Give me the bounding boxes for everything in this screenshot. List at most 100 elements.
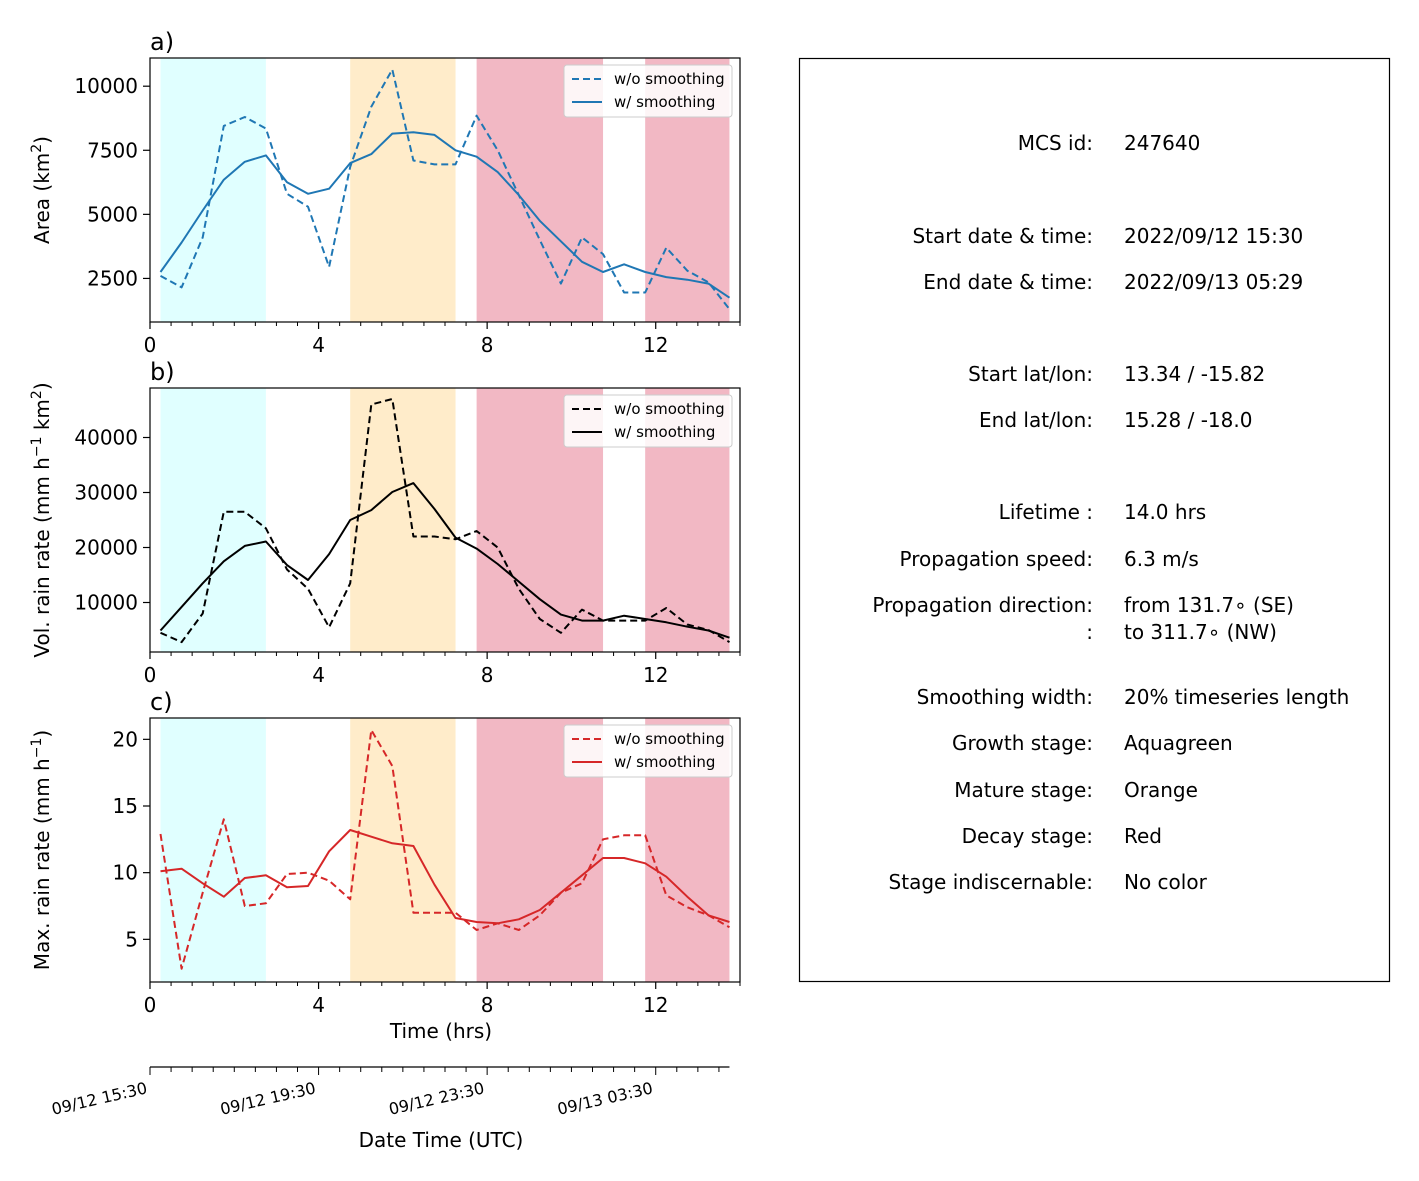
panel-label: c): [150, 688, 173, 716]
stage-shade-mature: [350, 718, 456, 982]
info-value: 2022/09/12 15:30: [1124, 224, 1303, 248]
info-value: to 311.7∘ (NW): [1124, 620, 1277, 644]
legend-box: [563, 724, 733, 778]
y-axis-label-superscript: −1: [29, 738, 45, 759]
legend-label: w/o smoothing: [614, 70, 725, 88]
y-axis-label-part: Area (km: [30, 153, 54, 244]
info-key: Mature stage:: [954, 778, 1093, 802]
y-axis-label-part: Max. rain rate (mm h: [30, 758, 54, 970]
x-tick-label: 0: [144, 663, 157, 687]
y-axis-label-part: ): [30, 730, 54, 738]
y-tick-label: 5000: [87, 202, 138, 226]
x-tick-label: 8: [481, 333, 494, 357]
y-tick-label: 10000: [74, 74, 138, 98]
info-key: Start date & time:: [912, 224, 1093, 248]
y-axis-label: Area (km2): [29, 136, 54, 244]
y-tick-label: 15: [113, 794, 138, 818]
legend: w/o smoothing w/ smoothing: [563, 724, 733, 778]
legend-label: w/ smoothing: [614, 753, 715, 771]
x-tick-label: 0: [144, 993, 157, 1017]
y-tick-label: 5: [125, 927, 138, 951]
info-value: 247640: [1124, 131, 1200, 155]
y-axis-label-part: km: [30, 399, 54, 436]
y-tick-label: 10000: [74, 591, 138, 615]
series-line-smoothed: [160, 829, 730, 925]
series-line-raw: [159, 729, 730, 970]
x-axis-label: Time (hrs): [389, 1019, 492, 1043]
info-box: [798, 57, 1391, 983]
info-value: Red: [1124, 824, 1162, 848]
y-axis-label: Vol. rain rate (mm h−1 km2): [29, 382, 54, 657]
y-tick-label: 7500: [87, 138, 138, 162]
stage-shade-growth: [160, 718, 266, 982]
info-key: Lifetime :: [999, 500, 1093, 524]
info-value: Orange: [1124, 778, 1198, 802]
x-tick-label: 8: [481, 663, 494, 687]
x-tick-label: 8: [481, 993, 494, 1017]
info-value: 13.34 / -15.82: [1124, 362, 1265, 386]
x-tick-label: 0: [144, 333, 157, 357]
y-axis-label: Max. rain rate (mm h−1): [29, 730, 54, 970]
legend-label: w/ smoothing: [614, 93, 715, 111]
stage-shade-growth: [160, 58, 266, 322]
info-key: Stage indiscernable:: [889, 870, 1093, 894]
panel-2: 0 4 8 12 10000 20000 30000 40000 Vol. rain rate …: [29, 358, 741, 687]
legend-label: w/o smoothing: [614, 400, 725, 418]
y-tick-label: 20: [113, 727, 138, 751]
panel-label: a): [150, 28, 174, 56]
stage-shade-growth: [160, 388, 266, 652]
info-value: 15.28 / -18.0: [1124, 408, 1252, 432]
info-key: :: [1086, 620, 1093, 644]
x-tick-label: 4: [312, 993, 325, 1017]
legend: w/o smoothing w/ smoothing: [563, 394, 733, 448]
y-axis-label-part: ): [30, 136, 54, 144]
y-axis-label-superscript: 2: [29, 144, 45, 153]
y-axis-label-part: Vol. rain rate (mm h: [30, 457, 54, 658]
info-value: 20% timeseries length: [1124, 685, 1349, 709]
y-tick-label: 10: [113, 861, 138, 885]
y-axis-label-superscript: 2: [29, 390, 45, 399]
x-tick-label: 12: [643, 663, 668, 687]
info-key: MCS id:: [1018, 131, 1093, 155]
x-tick-label: 4: [312, 663, 325, 687]
info-value: from 131.7∘ (SE): [1124, 593, 1294, 617]
y-tick-label: 2500: [87, 266, 138, 290]
info-key: Growth stage:: [952, 731, 1093, 755]
date-axis-title: Date Time (UTC): [359, 1128, 524, 1152]
series-line-raw: [160, 68, 731, 310]
legend: w/o smoothing w/ smoothing: [563, 64, 733, 118]
stage-shade-mature: [350, 388, 456, 652]
info-key: Decay stage:: [962, 824, 1093, 848]
y-axis-label-superscript: −1: [29, 437, 45, 458]
x-tick-label: 12: [643, 333, 668, 357]
y-tick-label: 40000: [74, 426, 138, 450]
x-tick-label: 12: [643, 993, 668, 1017]
info-key: End lat/lon:: [979, 408, 1093, 432]
y-tick-label: 20000: [74, 536, 138, 560]
y-axis-label-part: ): [30, 382, 54, 390]
x-tick-label: 4: [312, 333, 325, 357]
panel-3: 0 4 8 12 5 10 15 20 Max. rain rate (mm h−1) c) Tim…: [29, 688, 741, 1043]
panel-label: b): [150, 358, 175, 386]
info-key: Propagation speed:: [900, 547, 1093, 571]
info-value: 2022/09/13 05:29: [1124, 270, 1303, 294]
series-line-smoothed: [159, 482, 730, 639]
legend-label: w/ smoothing: [614, 423, 715, 441]
y-tick-label: 30000: [74, 481, 138, 505]
series-line-raw: [160, 398, 730, 644]
info-value: 14.0 hrs: [1124, 500, 1206, 524]
info-key: End date & time:: [923, 270, 1093, 294]
legend-box: [563, 394, 733, 448]
info-value: 6.3 m/s: [1124, 547, 1199, 571]
info-key: Propagation direction:: [872, 593, 1093, 617]
series-line-smoothed: [159, 131, 731, 299]
legend-box: [563, 64, 733, 118]
info-key: Smoothing width:: [917, 685, 1093, 709]
mcs-info-panel: MCS id: 247640 Start date & time: 2022/09/1…: [798, 57, 1391, 983]
info-value: No color: [1124, 870, 1208, 894]
info-key: Start lat/lon:: [968, 362, 1093, 386]
info-value: Aquagreen: [1124, 731, 1233, 755]
panel-1: 0 4 8 12 2500 5000 7500 10000 Area (km2) a) w/o sm…: [29, 28, 741, 357]
